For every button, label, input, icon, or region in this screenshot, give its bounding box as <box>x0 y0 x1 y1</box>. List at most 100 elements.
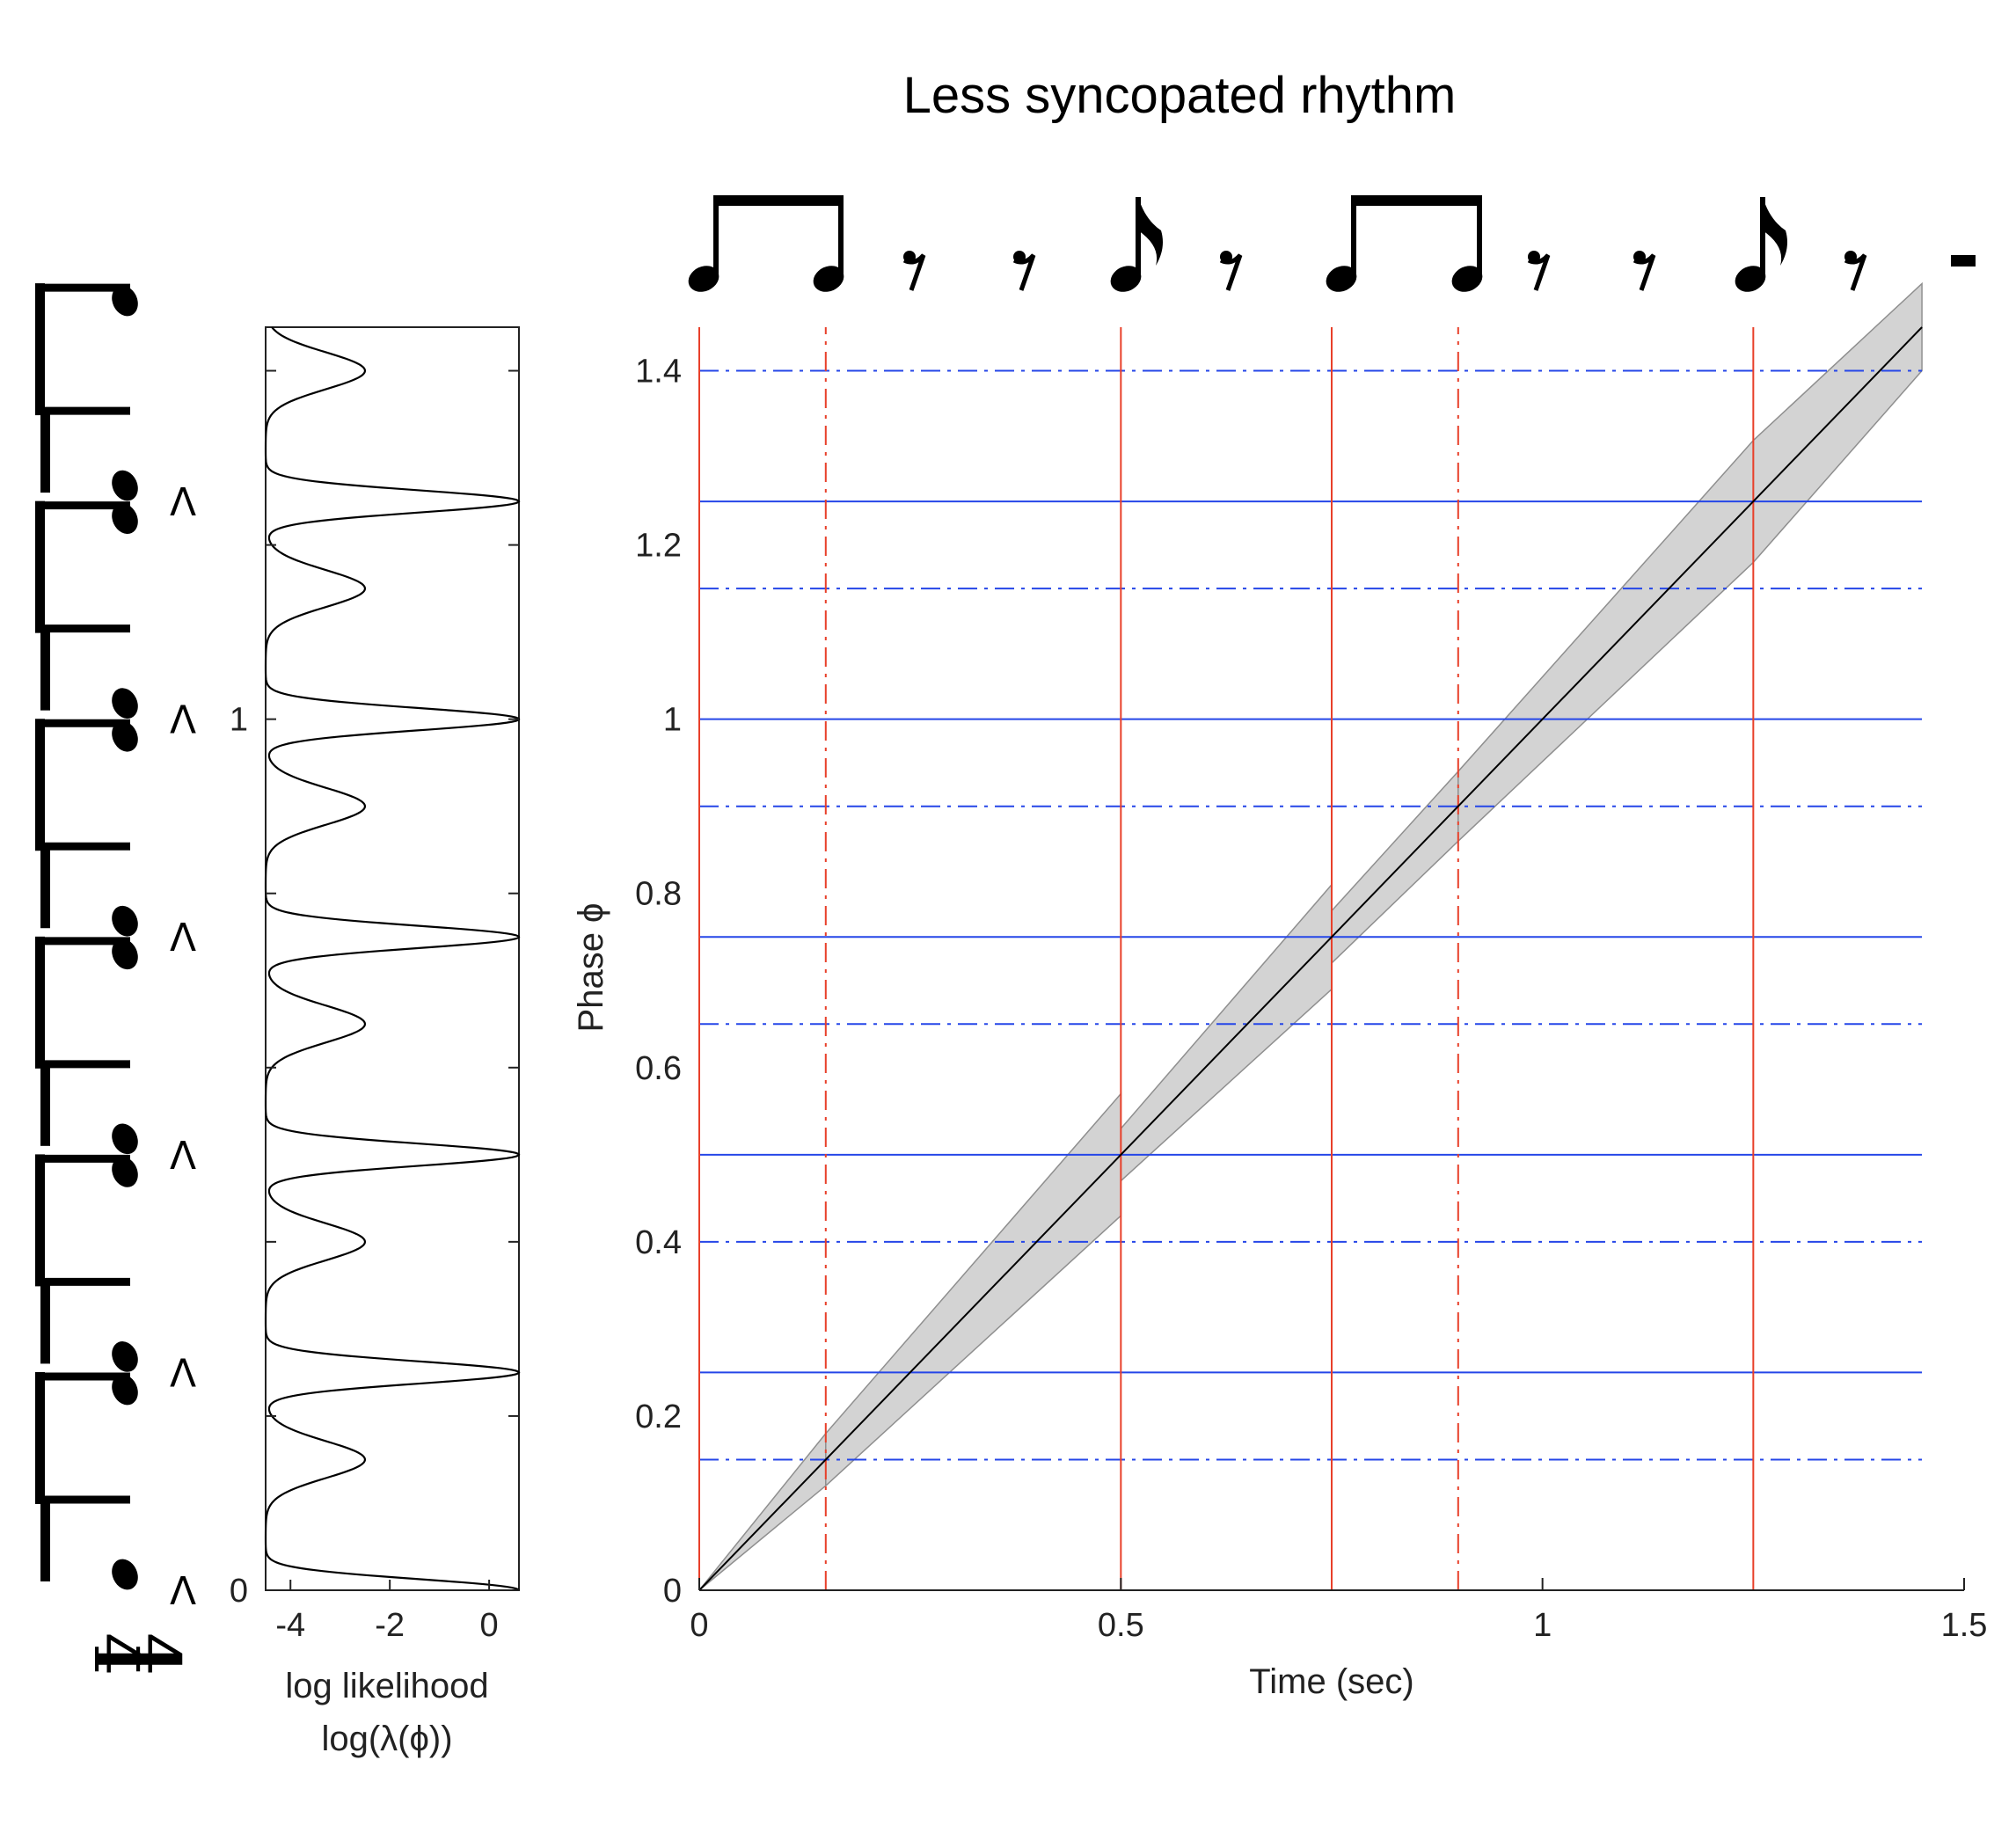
beat-notehead-bottom <box>112 1123 138 1155</box>
beamed-eighth-pair-icon <box>35 1154 138 1372</box>
accent-mark: Λ <box>170 698 196 743</box>
x-tick-label-3: 1.5 <box>1941 1607 1988 1644</box>
likelihood-xlabel-line1: log likelihood <box>285 1667 488 1705</box>
beat-stem <box>35 1154 45 1287</box>
beamed-eighth-pair-icon <box>35 500 138 719</box>
beat-notehead-bottom <box>112 470 138 501</box>
accent-mark: Λ <box>170 1569 196 1614</box>
beat-notehead-bottom <box>112 905 138 937</box>
lk-x-tick-label-2: 0 <box>480 1607 499 1644</box>
beat-stem-lower <box>40 631 50 711</box>
onset-lines <box>698 327 1755 1590</box>
beat-stem-lower <box>40 1066 50 1146</box>
lk-x-tick-label-1: -2 <box>375 1607 405 1644</box>
y-tick-label-4: 0.8 <box>635 876 682 913</box>
beamed-eighths-icon <box>688 195 844 292</box>
rest-stroke <box>1527 253 1551 291</box>
chart-title: Less syncopated rhythm <box>903 67 1457 124</box>
notehead <box>1326 266 1357 292</box>
band-segment-0 <box>698 1431 827 1591</box>
band-segment-3 <box>1331 770 1459 965</box>
notehead <box>813 266 844 292</box>
beamed-eighth-pair-icon <box>35 1372 138 1590</box>
lk-y-tick-label-1: 1 <box>230 702 248 739</box>
x-tick-label-0: 0 <box>690 1607 708 1644</box>
sixteenth-rest-icon <box>1527 251 1551 291</box>
y-tick-label-6: 1.2 <box>635 528 682 565</box>
flag <box>1763 197 1787 266</box>
lk-y-tick-label-0: 0 <box>230 1573 248 1610</box>
y-tick-label-7: 1.4 <box>635 354 682 391</box>
beamed-eighths-icon <box>1326 195 1483 292</box>
beat-stem-lower <box>40 849 50 929</box>
beam <box>1351 195 1482 206</box>
beamed-eighth-pair-icon <box>35 283 138 501</box>
y-tick-label-5: 1 <box>663 702 682 739</box>
band-segment-2 <box>1120 882 1333 1183</box>
beat-notehead-bottom <box>112 1341 138 1372</box>
beat-notehead-top <box>112 1374 138 1406</box>
likelihood-axes-frame <box>265 326 520 1591</box>
eighth-note-icon <box>1110 197 1163 292</box>
band-segment-1 <box>825 1092 1122 1487</box>
beam <box>713 195 844 206</box>
notehead <box>1451 266 1483 292</box>
y-tick-label-1: 0.2 <box>635 1398 682 1435</box>
rest-stroke <box>1633 253 1656 291</box>
beat-notehead-top <box>112 938 138 970</box>
beat-notehead-top <box>112 285 138 317</box>
flag <box>1138 197 1163 266</box>
beat-notehead-top <box>112 720 138 752</box>
beat-stem-lower <box>40 1502 50 1581</box>
beamed-eighth-pair-icon <box>35 719 138 937</box>
y-axis-label: Phase ϕ <box>572 903 610 1033</box>
likelihood-axes: -4 -2 0 0 1 log likelihood log(λ(ϕ)) <box>230 326 521 1758</box>
notehead <box>1735 266 1766 292</box>
notehead <box>1110 266 1142 292</box>
beat-stem-lower <box>40 413 50 493</box>
rest-stroke <box>1012 253 1036 291</box>
beat-stem <box>35 1372 45 1504</box>
rest-stroke <box>902 253 926 291</box>
beat-notehead-top <box>112 503 138 535</box>
rest-stroke <box>1219 253 1243 291</box>
eighth-note-icon <box>1735 197 1787 292</box>
sixteenth-rest-icon <box>1012 251 1036 291</box>
time-signature-top: 4 <box>80 1632 153 1676</box>
beat-stem <box>35 500 45 633</box>
sixteenth-rest-icon <box>902 251 926 291</box>
barline-icon <box>1951 255 1976 267</box>
y-tick-label-3: 0.6 <box>635 1050 682 1087</box>
y-tick-label-0: 0 <box>663 1573 682 1610</box>
lk-x-tick-label-0: -4 <box>275 1607 305 1644</box>
band-segment-5 <box>1752 281 1923 565</box>
sixteenth-rest-icon <box>1844 251 1867 291</box>
sixteenth-rest-icon <box>1633 251 1656 291</box>
notehead <box>688 266 719 292</box>
beat-notehead-bottom <box>112 1559 138 1590</box>
accent-mark: Λ <box>170 480 196 525</box>
likelihood-curve <box>264 326 521 1591</box>
beamed-eighth-pair-icon <box>35 936 138 1155</box>
x-tick-label-2: 1 <box>1533 1607 1552 1644</box>
rhythm-notation <box>688 195 1976 292</box>
accent-mark: Λ <box>170 916 196 960</box>
y-tick-label-2: 0.4 <box>635 1224 682 1261</box>
beat-notehead-top <box>112 1157 138 1187</box>
beat-stem <box>35 719 45 851</box>
phase-line <box>698 326 1923 1591</box>
sixteenth-rest-icon <box>1219 251 1243 291</box>
meter-beat-column: Λ Λ Λ Λ Λ Λ <box>35 283 196 1614</box>
x-axis-label: Time (sec) <box>1249 1662 1413 1701</box>
beat-stem <box>35 936 45 1069</box>
accent-mark: Λ <box>170 1351 196 1396</box>
time-signature-bottom: 4 <box>121 1632 194 1676</box>
beat-stem-lower <box>40 1284 50 1364</box>
likelihood-xlabel-line2: log(λ(ϕ)) <box>321 1720 452 1758</box>
rest-stroke <box>1844 253 1867 291</box>
accent-mark: Λ <box>170 1134 196 1179</box>
beat-stem <box>35 283 45 416</box>
phase-time-axes: 0 0.5 1 1.500.20.40.60.811.21.4 Time (sec) … <box>572 281 1988 1701</box>
x-tick-label-1: 0.5 <box>1098 1607 1144 1644</box>
